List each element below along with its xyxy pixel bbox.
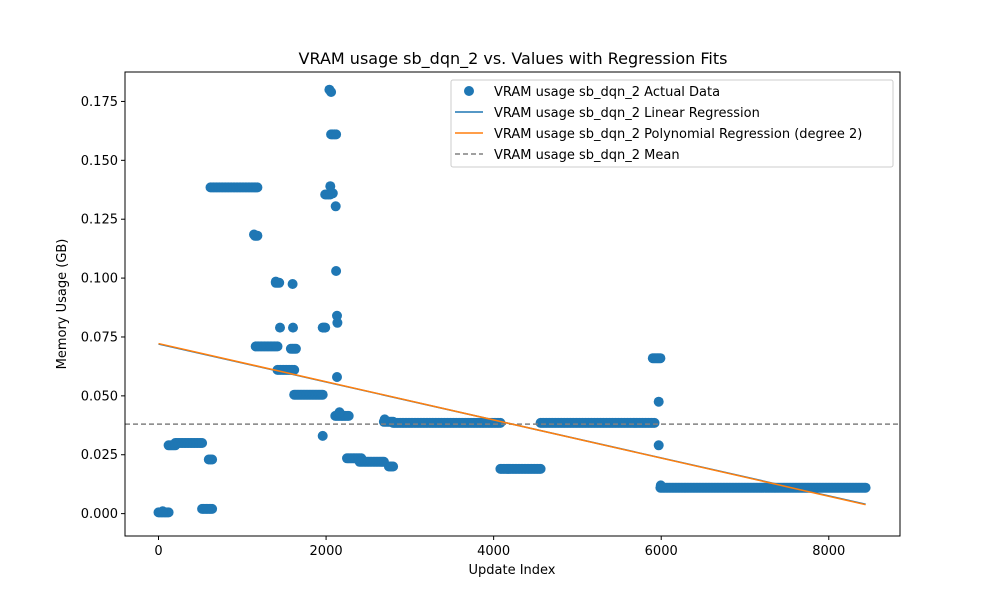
data-point [327, 188, 338, 199]
y-tick-label: 0.000 [81, 507, 118, 522]
y-tick-label: 0.175 [81, 95, 118, 110]
legend-label-linear: VRAM usage sb_dqn_2 Linear Regression [494, 106, 760, 121]
plot-area [125, 84, 900, 518]
data-point [317, 430, 328, 441]
data-point [332, 317, 343, 328]
y-axis: 0.000 0.025 0.050 0.075 0.100 0.125 0.150 0.175 [81, 95, 125, 522]
data-point [287, 279, 298, 289]
data-point [317, 389, 328, 400]
y-tick-label: 0.150 [81, 154, 118, 169]
data-point [379, 414, 390, 425]
data-point [207, 454, 218, 465]
axes-frame [124, 71, 901, 537]
data-point [270, 276, 281, 287]
data-point [343, 410, 354, 421]
data-point [655, 480, 666, 491]
data-point [535, 463, 546, 474]
y-tick-label: 0.075 [81, 330, 118, 345]
data-point [252, 182, 263, 193]
x-tick-label: 0 [154, 544, 162, 559]
data-point [326, 87, 337, 97]
data-point [653, 396, 664, 407]
x-tick-label: 6000 [645, 544, 678, 559]
y-tick-label: 0.100 [81, 272, 118, 287]
data-point [332, 372, 342, 382]
chart-title: VRAM usage sb_dqn_2 vs. Values with Regr… [299, 49, 728, 69]
y-tick-label: 0.025 [81, 448, 118, 463]
legend-label-poly: VRAM usage sb_dqn_2 Polynomial Regressio… [494, 127, 862, 142]
data-point [289, 364, 300, 375]
legend-box [450, 79, 894, 168]
data-point [249, 229, 259, 240]
x-tick-label: 2000 [310, 544, 343, 559]
x-tick-label: 4000 [477, 544, 510, 559]
data-point [197, 438, 208, 448]
data-point [207, 503, 218, 514]
data-point [331, 266, 342, 276]
data-point [653, 440, 664, 451]
y-tick-label: 0.050 [81, 389, 118, 404]
x-axis-label: Update Index [468, 563, 555, 578]
y-axis-label: Memory Usage (GB) [55, 239, 70, 370]
polynomial-regression-line [158, 342, 866, 506]
legend: VRAM usage sb_dqn_2 Actual Data VRAM usa… [450, 79, 894, 168]
data-point [649, 417, 660, 428]
data-point [860, 482, 871, 493]
data-point [388, 461, 399, 472]
data-point [331, 129, 342, 140]
data-point [320, 322, 331, 333]
data-point [655, 353, 666, 364]
x-tick-label: 8000 [812, 544, 845, 559]
legend-label-mean: VRAM usage sb_dqn_2 Mean [494, 148, 680, 163]
y-tick-label: 0.125 [81, 213, 118, 228]
data-point [285, 343, 296, 354]
data-point [330, 201, 341, 212]
data-point [272, 341, 283, 352]
data-point [157, 506, 168, 517]
x-axis: 0 2000 4000 6000 8000 [154, 536, 845, 559]
data-point [288, 322, 298, 333]
data-point [334, 407, 345, 418]
legend-label-actual: VRAM usage sb_dqn_2 Actual Data [494, 85, 720, 100]
legend-marker-actual [464, 86, 474, 96]
data-point [275, 322, 285, 333]
